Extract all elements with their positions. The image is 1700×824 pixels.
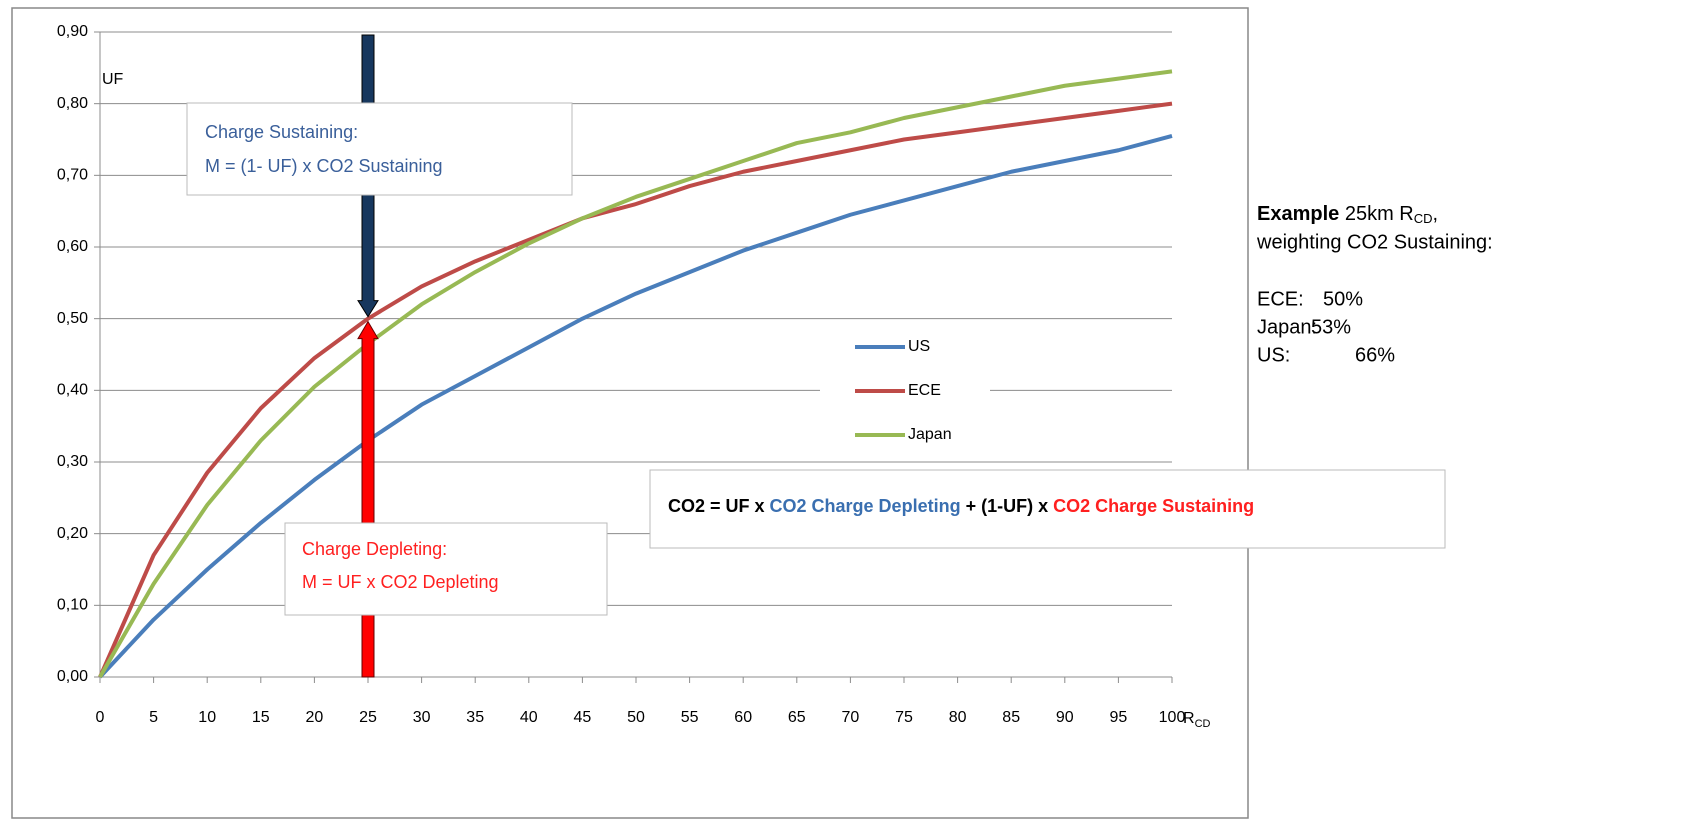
- example-value: 50%: [1323, 288, 1363, 310]
- y-tick-label: 0,20: [57, 525, 88, 542]
- formula-part: + (1-UF) x: [961, 496, 1054, 516]
- example-line: Example 25km RCD,: [1257, 203, 1438, 226]
- x-tick-label: 85: [1002, 709, 1020, 726]
- series-line: [98, 101, 1173, 678]
- example-background: [1249, 185, 1700, 385]
- x-tick-label: 5: [149, 709, 158, 726]
- y-tick-label: 0,30: [57, 453, 88, 470]
- y-tick-label: 0,50: [57, 310, 88, 327]
- formula-box: [649, 469, 1446, 549]
- series-line: [98, 69, 1173, 678]
- y-tick-label: 0,70: [57, 167, 88, 184]
- x-tick-label: 50: [627, 709, 645, 726]
- x-tick-label: 55: [681, 709, 699, 726]
- x-tick-label: 0: [96, 709, 105, 726]
- depleting-title: Charge Depleting:: [302, 539, 447, 559]
- example-tail: ,: [1433, 203, 1439, 225]
- x-tick-label: 45: [574, 709, 592, 726]
- formula: CO2 = UF x CO2 Charge Depleting + (1-UF)…: [668, 496, 1254, 516]
- x-tick-label: 75: [895, 709, 913, 726]
- x-tick-label: 25: [359, 709, 377, 726]
- example-line2: weighting CO2 Sustaining:: [1256, 231, 1493, 253]
- legend-label: US: [908, 338, 930, 355]
- y-tick-label: 0,90: [57, 23, 88, 40]
- x-tick-label: 60: [734, 709, 752, 726]
- x-axis-label-sub: CD: [1195, 718, 1211, 730]
- grid: 0,00 0,10 0,20 0,30 0,40 0,50 0,60 0,70 0,80 0,90…: [57, 23, 1186, 726]
- x-tick-label: 95: [1110, 709, 1128, 726]
- example-heading: Example: [1257, 203, 1339, 225]
- formula-part: CO2 Charge Depleting: [770, 496, 961, 516]
- plot: [98, 69, 1173, 679]
- y-tick-label: 0,10: [57, 597, 88, 614]
- y-tick-label: 0,60: [57, 238, 88, 255]
- example-sub: CD: [1414, 211, 1433, 226]
- example-value: 66%: [1355, 344, 1395, 366]
- x-tick-label: 20: [306, 709, 324, 726]
- sustaining-title: Charge Sustaining:: [205, 122, 358, 142]
- example-text: 25km R: [1339, 203, 1413, 225]
- x-tick-label: 100: [1159, 709, 1186, 726]
- sustaining-formula: M = (1- UF) x CO2 Sustaining: [205, 156, 443, 176]
- example-value: 53%: [1311, 316, 1351, 338]
- formula-part: CO2 = UF x: [668, 496, 770, 516]
- formula-part: CO2 Charge Sustaining: [1053, 496, 1254, 516]
- example-label: Japan:: [1257, 316, 1317, 338]
- x-axis-label-main: R: [1183, 710, 1195, 727]
- x-tick-label: 65: [788, 709, 806, 726]
- legend: US ECE Japan: [855, 338, 952, 443]
- depleting-box: [284, 522, 608, 616]
- example-label: ECE:: [1257, 288, 1304, 310]
- y-tick-label: 0,40: [57, 382, 88, 399]
- y-tick-label: 0,80: [57, 95, 88, 112]
- legend-label: Japan: [908, 426, 952, 443]
- sustaining-box: [186, 102, 573, 196]
- y-tick-label: 0,00: [57, 668, 88, 685]
- x-axis-label: RCD: [1183, 710, 1211, 730]
- x-tick-label: 40: [520, 709, 538, 726]
- x-tick-label: 10: [198, 709, 216, 726]
- example-label: US:: [1257, 344, 1290, 366]
- example-rows: ECE: 50% Japan:53% US: 66%: [1257, 288, 1395, 366]
- y-axis-label: UF: [102, 71, 124, 88]
- x-tick-label: 80: [949, 709, 967, 726]
- depleting-formula: M = UF x CO2 Depleting: [302, 572, 499, 592]
- series-line: [98, 133, 1173, 679]
- x-tick-label: 35: [466, 709, 484, 726]
- x-tick-label: 30: [413, 709, 431, 726]
- x-tick-label: 70: [842, 709, 860, 726]
- x-tick-label: 15: [252, 709, 270, 726]
- legend-label: ECE: [908, 382, 941, 399]
- x-tick-label: 90: [1056, 709, 1074, 726]
